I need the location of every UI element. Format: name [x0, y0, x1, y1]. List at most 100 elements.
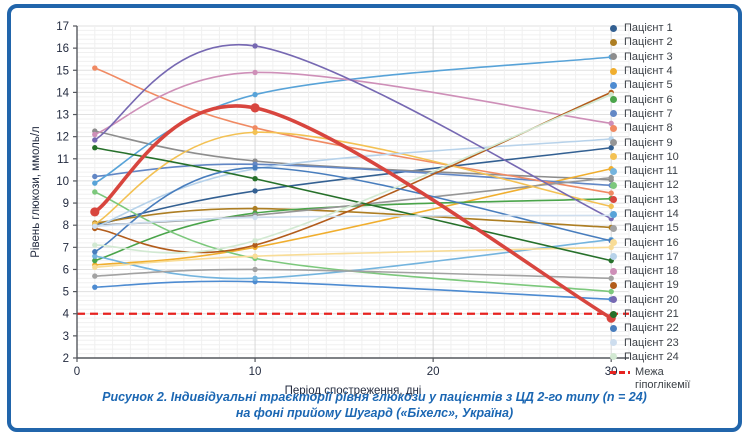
series-marker — [252, 69, 258, 76]
legend-item-patient-8: Пацієнт 8 — [610, 121, 722, 135]
y-tick-label: 11 — [57, 154, 69, 166]
series-marker — [92, 249, 98, 255]
legend-color-dot — [610, 353, 617, 361]
y-axis-title: Рівень глюкози, ммоль/л — [30, 126, 42, 258]
legend-color-dot — [610, 253, 617, 261]
x-tick-label: 10 — [249, 366, 262, 378]
series-line — [94, 197, 612, 262]
legend-item-patient-10: Пацієнт 10 — [610, 150, 722, 164]
legend-item-patient-1: Пацієнт 1 — [610, 21, 722, 35]
legend-item-label: Пацієнт 16 — [624, 236, 679, 249]
legend-item-label: Пацієнт 3 — [624, 50, 673, 63]
series-line — [94, 268, 612, 280]
legend-item-label: Пацієнт 24 — [624, 350, 679, 363]
y-tick-label: 15 — [56, 65, 69, 77]
legend-item-patient-3: Пацієнт 3 — [610, 50, 722, 64]
legend-color-dot — [610, 181, 617, 189]
y-tick-label: 5 — [63, 287, 69, 299]
series-line — [94, 131, 612, 225]
legend-item-label: Пацієнт 18 — [624, 265, 679, 278]
legend-item-patient-15: Пацієнт 15 — [610, 221, 722, 235]
x-axis-title: Період спостреження, дні — [285, 385, 422, 397]
figure-caption: Рисунок 2. Індивідуальні траєкторії рівн… — [11, 389, 738, 422]
series-marker — [252, 43, 258, 49]
legend-color-dot — [610, 281, 617, 289]
y-tick-label: 4 — [63, 309, 70, 321]
series-line — [94, 207, 612, 229]
legend-item-patient-7: Пацієнт 7 — [610, 107, 722, 121]
series-marker — [252, 242, 258, 248]
legend-color-dot — [610, 167, 617, 175]
y-tick-label: 17 — [56, 21, 69, 33]
legend-item-patient-17: Пацієнт 17 — [610, 250, 722, 264]
y-tick-label: 14 — [56, 87, 69, 99]
legend-item-label: Пацієнт 2 — [624, 36, 673, 49]
legend-item-label: Пацієнт 17 — [624, 250, 679, 263]
series-line — [94, 56, 612, 184]
legend-item-label: Пацієнт 4 — [624, 65, 673, 78]
legend-item-label: Пацієнт 13 — [624, 193, 679, 206]
legend-color-dot — [610, 239, 617, 247]
series-marker — [92, 242, 98, 248]
legend-color-dot — [610, 38, 617, 46]
series-marker — [608, 288, 614, 295]
legend-color-dot — [610, 153, 617, 161]
series-marker — [92, 257, 98, 264]
legend-color-dot — [610, 81, 617, 89]
series-marker — [92, 180, 98, 186]
legend-item-patient-22: Пацієнт 22 — [610, 321, 722, 335]
legend-item-patient-4: Пацієнт 4 — [610, 64, 722, 78]
series-marker — [608, 190, 614, 196]
series-line — [94, 214, 612, 228]
series-marker — [92, 131, 98, 138]
series-line — [94, 67, 612, 194]
legend-item-label: Пацієнт 12 — [624, 179, 679, 192]
series-marker — [92, 173, 98, 180]
series-marker — [252, 125, 258, 131]
legend-color-dot — [610, 24, 617, 32]
legend-item-label: Пацієнт 1 — [624, 22, 673, 35]
legend-color-dot — [610, 310, 617, 318]
series-line — [94, 43, 612, 220]
legend-item-label: Пацієнт 20 — [624, 293, 679, 306]
series-marker — [608, 145, 614, 151]
y-tick-label: 12 — [56, 132, 69, 144]
legend-color-dot — [610, 210, 617, 218]
series-marker — [252, 266, 258, 273]
legend-item-label: Пацієнт 9 — [624, 136, 673, 149]
y-tick-label: 8 — [63, 220, 69, 232]
legend-item-threshold: Межа гіпоглікемії — [610, 366, 722, 391]
series-line — [94, 166, 612, 253]
legend-color-dot — [610, 67, 617, 75]
series-marker — [92, 253, 98, 259]
figure-caption-line2: на фоні прийому Шугард («Біхелс», Україн… — [235, 405, 514, 420]
y-tick-label: 10 — [56, 176, 69, 188]
y-tick-label: 16 — [56, 43, 69, 55]
legend-color-dot — [610, 339, 617, 347]
series-marker — [252, 214, 258, 221]
series-marker — [92, 189, 98, 195]
legend-color-dot — [610, 324, 617, 332]
series-marker — [252, 275, 258, 282]
legend-threshold-label: Межа гіпоглікемії — [635, 366, 691, 391]
legend-color-dot — [610, 267, 617, 275]
legend-item-patient-9: Пацієнт 9 — [610, 135, 722, 149]
series-marker — [92, 273, 98, 279]
y-tick-label: 6 — [63, 264, 69, 276]
series-line — [94, 146, 612, 262]
legend-item-patient-16: Пацієнт 16 — [610, 235, 722, 249]
legend-item-label: Пацієнт 23 — [624, 336, 679, 349]
legend-item-label: Пацієнт 15 — [624, 222, 679, 235]
x-tick-label: 0 — [74, 366, 80, 378]
legend-item-patient-14: Пацієнт 14 — [610, 207, 722, 221]
legend-item-label: Пацієнт 11 — [624, 165, 678, 178]
y-tick-label: 9 — [63, 198, 69, 210]
series-line — [94, 138, 612, 229]
series-marker — [92, 145, 98, 151]
series-marker — [90, 207, 100, 217]
y-tick-label: 2 — [63, 353, 69, 365]
legend-item-label: Пацієнт 22 — [624, 322, 679, 335]
legend-item-patient-18: Пацієнт 18 — [610, 264, 722, 278]
series-marker — [92, 223, 98, 230]
